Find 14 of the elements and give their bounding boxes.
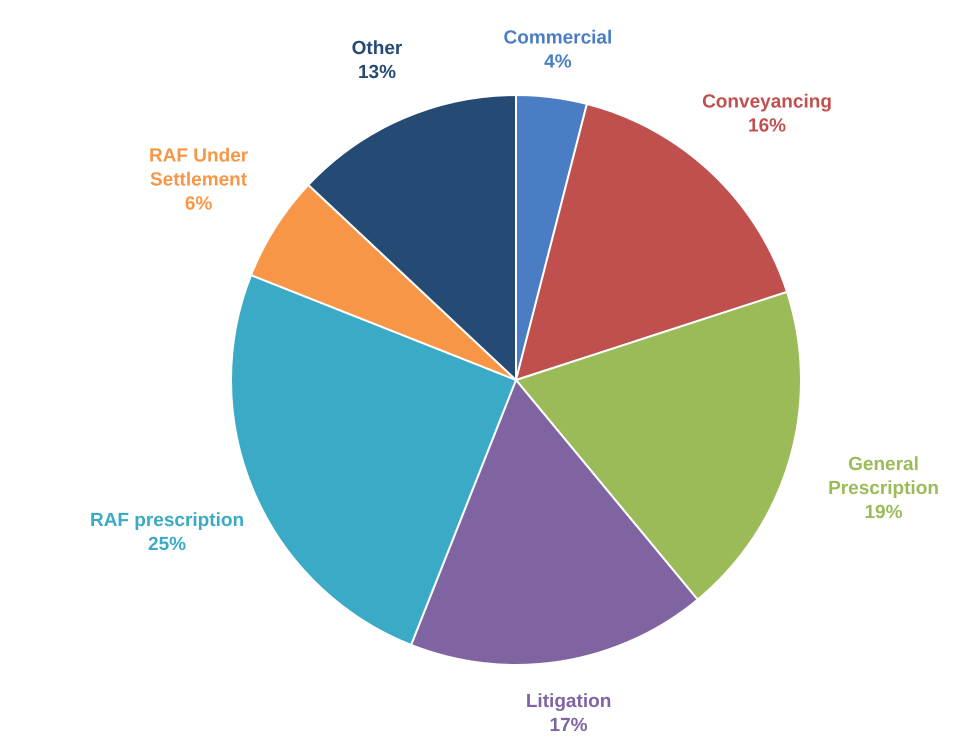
slice-label: Other [352,38,403,59]
data-label: 4% [544,51,572,72]
slice-label: Conveyancing [702,92,832,113]
data-label: 17% [550,714,588,736]
data-label: 6% [184,194,212,215]
data-label: 16% [748,116,786,137]
slice-label: Commercial [504,27,612,48]
data-label: 13% [358,62,396,83]
slice-label: RAF Under Settlement [148,146,249,191]
slice-label: RAF prescription [90,510,244,532]
slice-label: Litigation [526,690,612,712]
slice-label: General Prescription [828,454,939,499]
data-label: 25% [148,534,186,556]
data-label: 19% [864,502,903,523]
